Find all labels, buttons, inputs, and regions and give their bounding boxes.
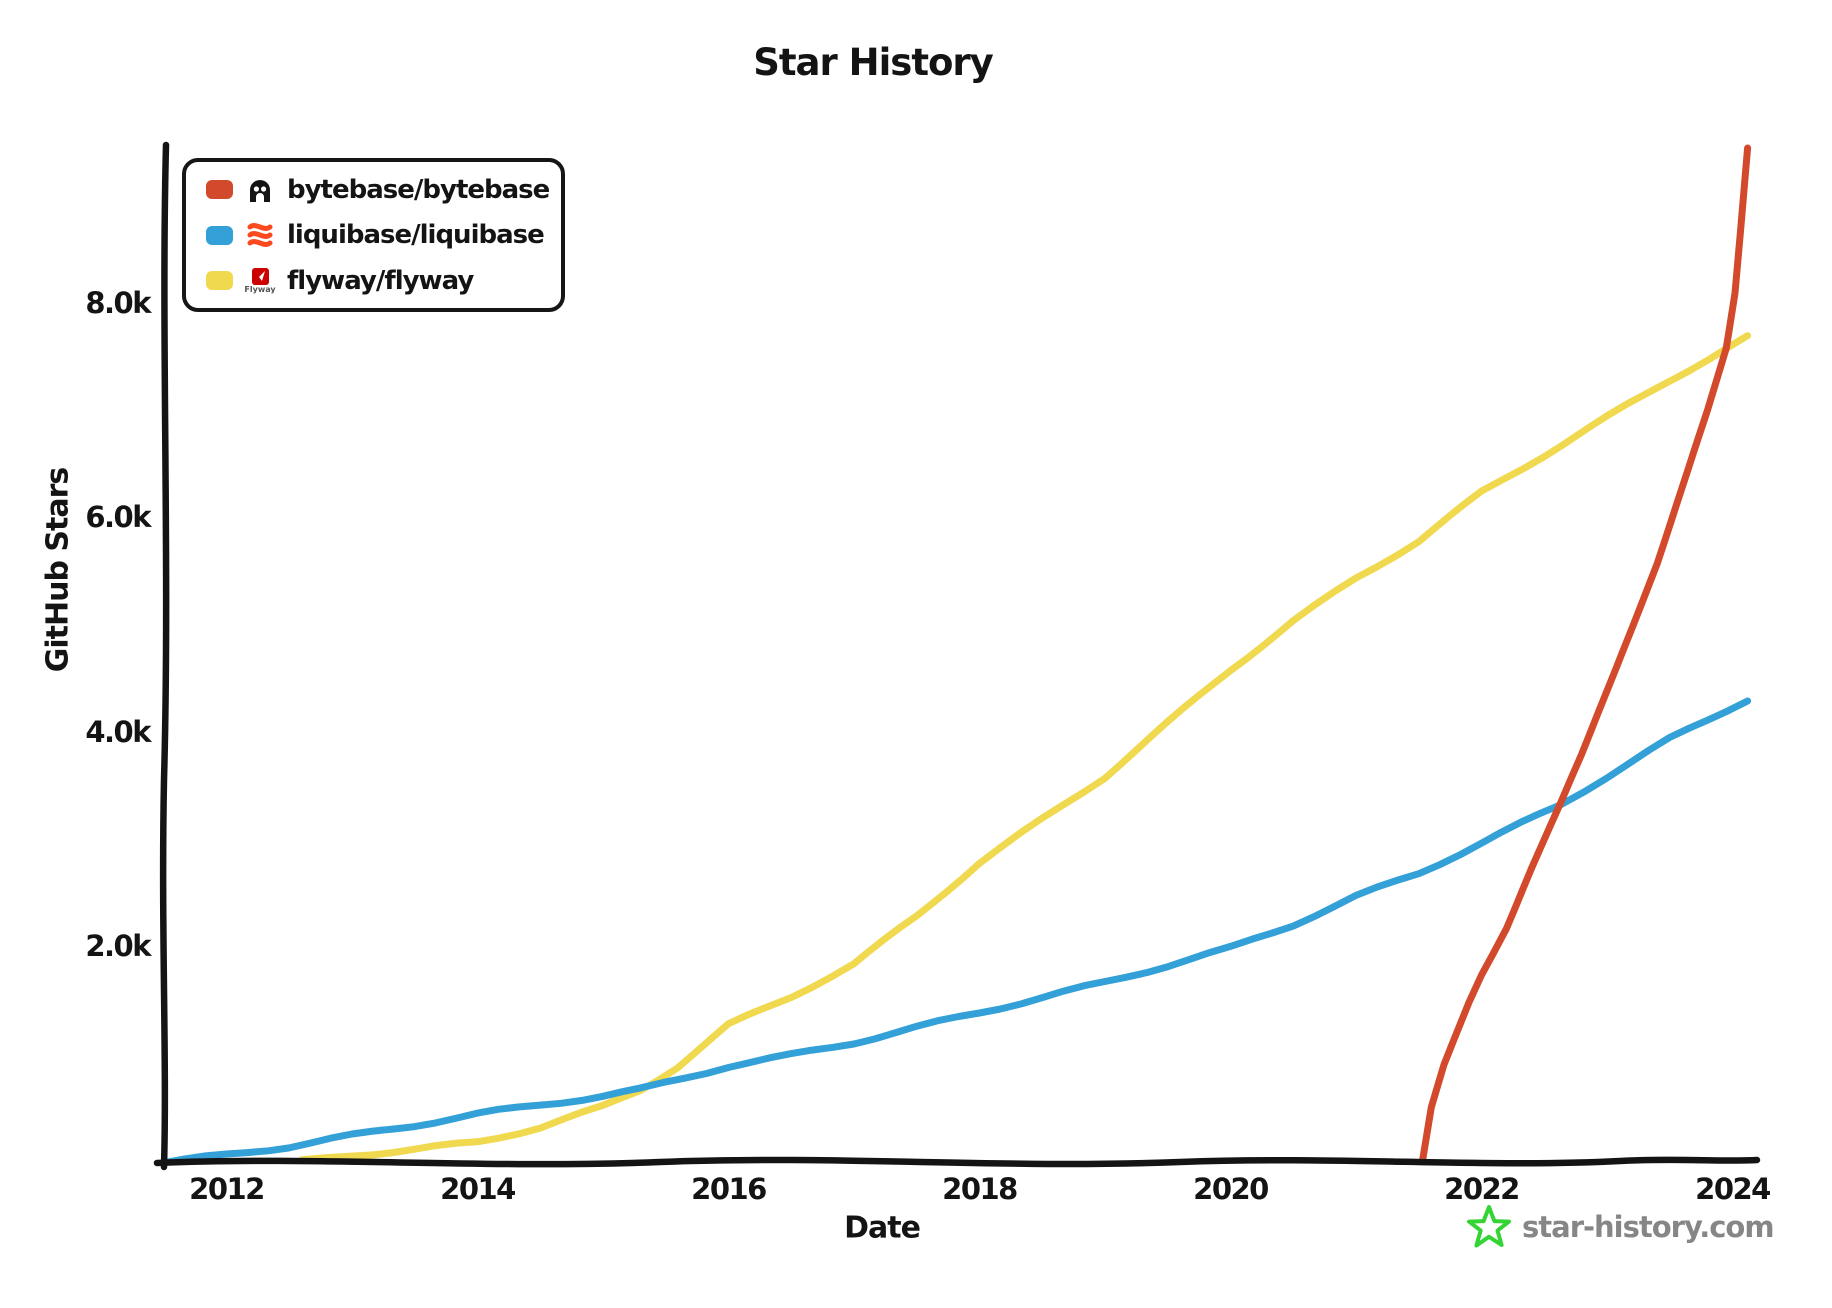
legend-swatch <box>206 225 233 245</box>
x-tick-label: 2020 <box>1193 1172 1269 1206</box>
x-axis-line <box>153 1156 1761 1168</box>
legend-item: Flyway flyway/flyway <box>206 259 551 303</box>
series-lines <box>160 144 1752 1167</box>
series-line-flyway <box>298 332 1752 1164</box>
legend-item: liquibase/liquibase <box>206 213 551 257</box>
liquibase-logo <box>247 223 273 247</box>
legend: bytebase/bytebase liquibase/liquibase Flyw… <box>182 158 565 312</box>
x-axis-title: Date <box>844 1210 921 1246</box>
x-tick-label: 2018 <box>942 1172 1018 1206</box>
watermark: star-history.com <box>1466 1204 1775 1250</box>
legend-repo-label: flyway/flyway <box>287 265 474 296</box>
flyway-logo-caption: Flyway <box>244 284 276 294</box>
star-icon <box>1467 1205 1511 1248</box>
series-line-bytebase <box>1419 144 1752 1165</box>
y-tick-label: 4.0k <box>85 714 151 749</box>
bytebase-logo <box>250 179 270 202</box>
y-tick-label: 6.0k <box>85 500 151 535</box>
y-axis-title: GitHub Stars <box>40 467 76 673</box>
x-tick-label: 2014 <box>440 1172 516 1206</box>
chart-title: Star History <box>753 41 994 84</box>
y-tick-label: 8.0k <box>85 285 151 320</box>
legend-item: bytebase/bytebase <box>206 168 551 212</box>
y-tick-label: 2.0k <box>85 929 151 964</box>
bytebase-logo <box>246 173 274 207</box>
legend-swatch <box>206 271 233 290</box>
watermark-text[interactable]: star-history.com <box>1522 1210 1775 1244</box>
series-line-liquibase <box>160 697 1752 1167</box>
liquibase-logo <box>246 218 274 252</box>
flyway-logo: Flyway <box>244 264 276 298</box>
legend-repo-label: liquibase/liquibase <box>287 220 545 250</box>
legend-swatch <box>206 180 233 199</box>
y-axis-line <box>159 141 170 1171</box>
x-tick-label: 2016 <box>691 1172 767 1206</box>
x-tick-label: 2022 <box>1444 1172 1520 1206</box>
flyway-logo <box>251 267 269 285</box>
x-tick-label: 2024 <box>1695 1172 1771 1206</box>
legend-repo-label: bytebase/bytebase <box>287 174 550 205</box>
x-tick-label: 2012 <box>189 1172 265 1206</box>
